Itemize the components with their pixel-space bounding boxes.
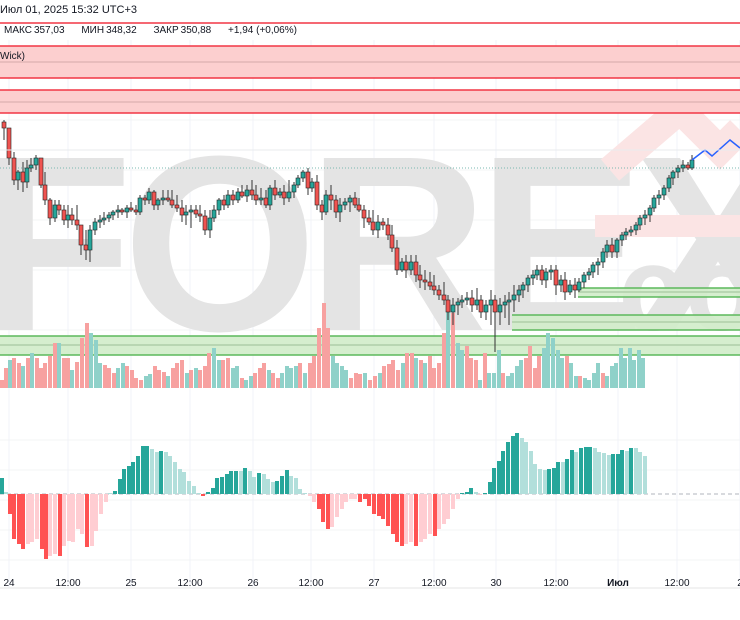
x-axis-label: 12:00 [664,578,690,589]
x-axis-label: Июл [607,578,629,589]
x-axis-label: 12:00 [55,578,81,589]
ohlc-change: +1,94 (+0,06%) [228,25,297,36]
x-axis-label: 12:00 [298,578,324,589]
x-axis-label: 27 [368,578,380,589]
ohlc-close: ЗАКР 350,88 [153,25,212,36]
candlesticks [0,120,740,352]
oscillator-histogram [0,433,740,559]
x-axis-label: 24 [3,578,15,589]
x-axis-label: 26 [247,578,259,589]
legend-datetime: Июл 01, 2025 15:32 UTC+3 [0,4,137,16]
resistance-zones [0,22,740,114]
x-axis-label: 12:00 [177,578,203,589]
x-axis-label: 30 [490,578,502,589]
ohlc-low: МИН 348,32 [81,25,137,36]
x-axis-label: 25 [125,578,137,589]
indicator-legend[interactable]: Wick) [0,51,25,62]
x-axis-label: 12:00 [421,578,447,589]
x-axis-label: 12:00 [543,578,569,589]
ohlc-high: МАКС 357,03 [4,25,65,36]
x-axis-label: 2 [737,578,740,589]
volume-bars [0,303,645,388]
projection-line [691,139,740,161]
legend-ohlc: МАКС 357,03 МИН 348,32 ЗАКР 350,88 +1,94 (+… [4,25,304,36]
